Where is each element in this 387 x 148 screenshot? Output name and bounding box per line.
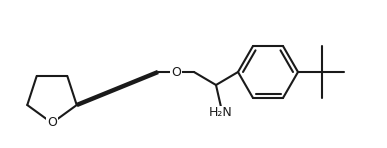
Text: H₂N: H₂N — [209, 107, 233, 119]
Text: O: O — [171, 66, 181, 78]
Text: O: O — [47, 116, 57, 130]
